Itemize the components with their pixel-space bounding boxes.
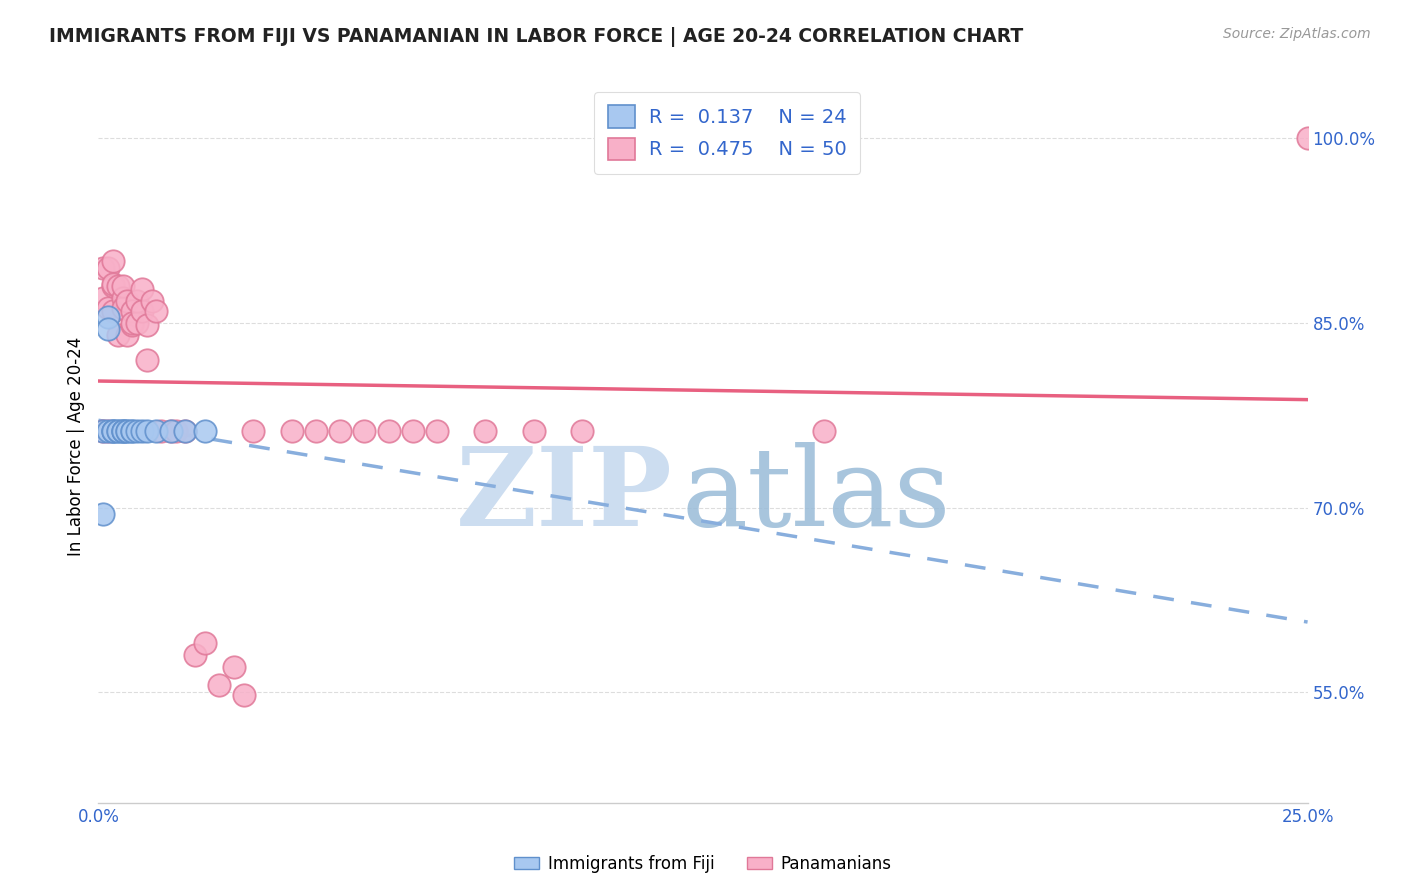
Point: [402, 424, 425, 438]
Point: [194, 424, 217, 438]
Point: [111, 279, 134, 293]
Point: [145, 424, 167, 438]
Point: [97, 424, 120, 438]
Text: atlas: atlas: [682, 442, 950, 549]
Point: [91, 507, 114, 521]
Text: IMMIGRANTS FROM FIJI VS PANAMANIAN IN LABOR FORCE | AGE 20-24 CORRELATION CHART: IMMIGRANTS FROM FIJI VS PANAMANIAN IN LA…: [49, 27, 1024, 46]
Point: [242, 424, 264, 438]
Point: [131, 281, 153, 295]
Legend: R =  0.137    N = 24, R =  0.475    N = 50: R = 0.137 N = 24, R = 0.475 N = 50: [595, 92, 860, 174]
Y-axis label: In Labor Force | Age 20-24: In Labor Force | Age 20-24: [66, 336, 84, 556]
Point: [813, 424, 835, 438]
Point: [91, 291, 114, 305]
Point: [111, 301, 134, 316]
Point: [111, 291, 134, 305]
Point: [121, 424, 143, 438]
Point: [184, 648, 207, 662]
Point: [107, 279, 129, 293]
Point: [281, 424, 304, 438]
Point: [135, 424, 157, 438]
Point: [127, 316, 149, 330]
Point: [329, 424, 352, 438]
Point: [101, 424, 124, 438]
Point: [117, 328, 139, 343]
Point: [174, 424, 197, 438]
Point: [208, 678, 231, 692]
Point: [97, 260, 120, 275]
Point: [101, 424, 124, 438]
Point: [121, 424, 143, 438]
Point: [131, 303, 153, 318]
Point: [160, 424, 183, 438]
Point: [160, 424, 183, 438]
Point: [91, 424, 114, 438]
Point: [97, 301, 120, 316]
Point: [107, 424, 129, 438]
Point: [571, 424, 593, 438]
Point: [121, 303, 143, 318]
Point: [117, 293, 139, 308]
Text: ZIP: ZIP: [456, 442, 672, 549]
Point: [101, 277, 124, 291]
Point: [97, 310, 120, 324]
Point: [523, 424, 546, 438]
Point: [1296, 131, 1319, 145]
Point: [91, 424, 114, 438]
Point: [101, 424, 124, 438]
Point: [232, 688, 254, 702]
Point: [174, 424, 197, 438]
Point: [194, 636, 217, 650]
Point: [127, 424, 149, 438]
Point: [101, 279, 124, 293]
Point: [101, 254, 124, 268]
Point: [222, 660, 245, 674]
Point: [121, 316, 143, 330]
Point: [117, 424, 139, 438]
Legend: Immigrants from Fiji, Panamanians: Immigrants from Fiji, Panamanians: [508, 848, 898, 880]
Point: [305, 424, 328, 438]
Point: [141, 293, 163, 308]
Point: [426, 424, 449, 438]
Point: [165, 424, 187, 438]
Point: [353, 424, 375, 438]
Point: [111, 424, 134, 438]
Point: [135, 352, 157, 367]
Point: [111, 424, 134, 438]
Point: [127, 293, 149, 308]
Point: [131, 424, 153, 438]
Point: [377, 424, 399, 438]
Point: [101, 303, 124, 318]
Point: [97, 322, 120, 336]
Point: [121, 318, 143, 333]
Point: [97, 424, 120, 438]
Point: [107, 328, 129, 343]
Point: [135, 318, 157, 333]
Point: [145, 303, 167, 318]
Point: [91, 260, 114, 275]
Point: [474, 424, 496, 438]
Point: [117, 424, 139, 438]
Point: [150, 424, 173, 438]
Text: Source: ZipAtlas.com: Source: ZipAtlas.com: [1223, 27, 1371, 41]
Point: [107, 424, 129, 438]
Point: [111, 424, 134, 438]
